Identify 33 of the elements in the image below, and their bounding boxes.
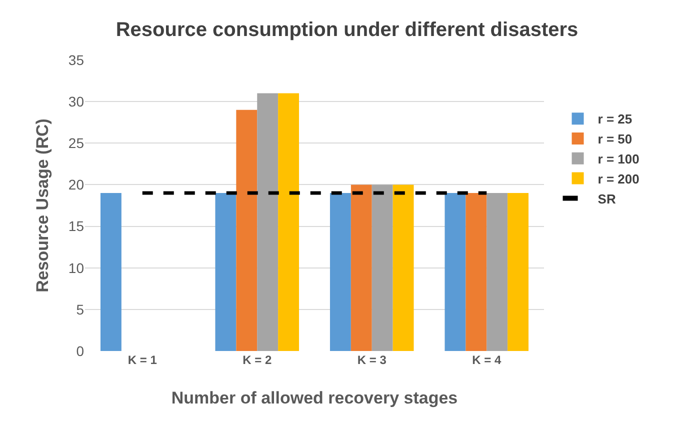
- bar: [508, 193, 529, 351]
- bar: [236, 110, 258, 351]
- bar: [392, 184, 414, 351]
- y-tick-label: 25: [68, 135, 84, 152]
- bar: [330, 193, 351, 351]
- y-tick-label: 10: [68, 260, 84, 276]
- x-tick-label: K = 4: [472, 353, 502, 367]
- legend-label: r = 25: [598, 112, 632, 127]
- chart-title: Resource consumption under different disasters: [116, 19, 578, 42]
- bar: [278, 93, 300, 351]
- y-tick-label: 15: [68, 218, 84, 234]
- legend-label: r = 50: [598, 132, 632, 147]
- bar: [350, 184, 372, 351]
- bar: [444, 193, 466, 351]
- bar: [372, 184, 393, 351]
- x-tick-label: K = 3: [357, 353, 387, 367]
- bar: [257, 93, 278, 351]
- y-tick-label: 20: [68, 176, 84, 193]
- x-tick-label: K = 2: [242, 353, 272, 367]
- bar: [100, 193, 122, 351]
- y-axis-title: Resource Usage (RC): [32, 118, 52, 292]
- y-tick-label: 30: [68, 93, 84, 110]
- legend-label: r = 100: [598, 151, 640, 166]
- bar: [215, 193, 236, 351]
- legend-label: SR: [598, 191, 616, 206]
- y-tick-label: 0: [76, 342, 84, 359]
- legend-label: r = 200: [598, 171, 640, 186]
- y-tick-label: 5: [76, 301, 84, 318]
- x-tick-label: K = 1: [128, 353, 158, 367]
- bar: [466, 193, 487, 351]
- bar: [486, 193, 508, 351]
- x-axis-title: Number of allowed recovery stages: [171, 388, 458, 408]
- y-tick-label: 35: [68, 52, 84, 68]
